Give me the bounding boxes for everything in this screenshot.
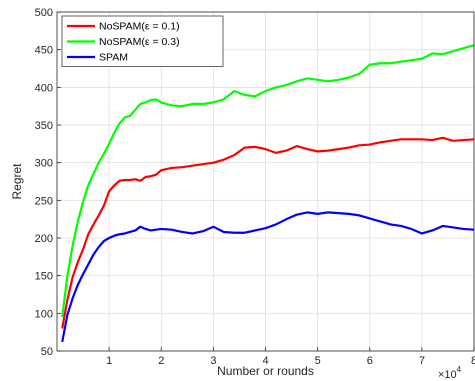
y-tick-label: 200 bbox=[35, 233, 53, 245]
x-tick-label: 8 bbox=[471, 355, 475, 367]
x-tick-label: 5 bbox=[315, 355, 321, 367]
y-tick-label: 300 bbox=[35, 158, 53, 170]
y-tick-label: 350 bbox=[35, 120, 53, 132]
y-tick-label: 150 bbox=[35, 271, 53, 283]
series-line bbox=[61, 44, 475, 318]
x-tick-label: 2 bbox=[158, 355, 164, 367]
x-axis-multiplier-exponent: 4 bbox=[457, 365, 462, 374]
y-tick-label: 250 bbox=[35, 195, 53, 207]
legend-label: SPAM bbox=[99, 52, 128, 64]
y-axis-label: Regret bbox=[10, 163, 24, 200]
y-ticks: 50 100 150 200 250 300 350 400 450 500 bbox=[35, 7, 61, 358]
legend-label: NoSPAM(ε = 0.1) bbox=[99, 21, 180, 33]
y-tick-label: 400 bbox=[35, 82, 53, 94]
x-ticks: 1 2 3 4 5 6 7 8 bbox=[106, 347, 475, 367]
x-tick-label: 6 bbox=[367, 355, 373, 367]
series-line bbox=[61, 136, 475, 329]
x-tick-label: 1 bbox=[106, 355, 112, 367]
y-tick-label: 100 bbox=[35, 308, 53, 320]
x-tick-label: 7 bbox=[419, 355, 425, 367]
x-tick-label: 4 bbox=[262, 355, 268, 367]
legend: NoSPAM(ε = 0.1) NoSPAM(ε = 0.3) SPAM bbox=[61, 15, 224, 67]
x-axis-multiplier-base: ×10 bbox=[438, 369, 457, 381]
y-tick-label: 450 bbox=[35, 45, 53, 57]
series-lines bbox=[61, 44, 475, 343]
x-axis-multiplier: ×104 bbox=[438, 365, 462, 381]
x-axis-label: Number or rounds bbox=[217, 364, 314, 378]
x-tick-label: 3 bbox=[210, 355, 216, 367]
series-line bbox=[61, 211, 475, 343]
y-tick-label: 500 bbox=[35, 7, 53, 19]
legend-label: NoSPAM(ε = 0.3) bbox=[99, 36, 180, 48]
y-tick-label: 50 bbox=[41, 346, 53, 358]
